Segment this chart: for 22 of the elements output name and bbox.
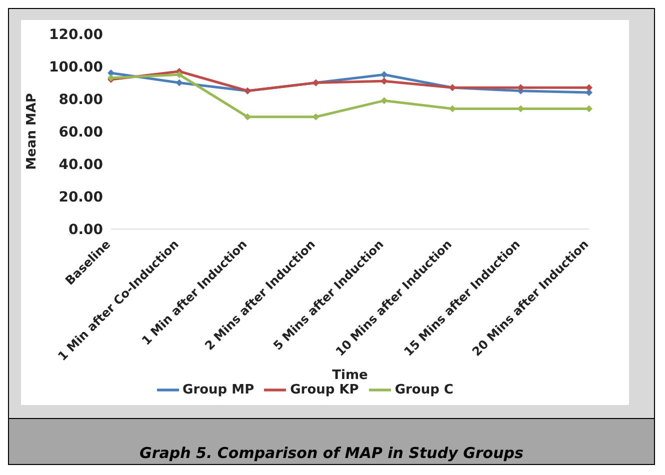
- point: [176, 79, 183, 86]
- point: [312, 113, 320, 120]
- y-tick-label: 120.00: [48, 26, 104, 43]
- point: [380, 71, 388, 78]
- y-tick-label: 60.00: [58, 124, 104, 140]
- point: [380, 78, 388, 85]
- y-tick-label: 0.00: [68, 222, 104, 238]
- y-tick-label: 100.00: [48, 59, 104, 76]
- legend-label: Group KP: [290, 382, 359, 398]
- point: [448, 105, 456, 112]
- legend-label: Group MP: [182, 382, 254, 398]
- y-tick-label: 40.00: [58, 156, 104, 173]
- point: [586, 105, 592, 112]
- point: [586, 84, 592, 92]
- legend-label: Group C: [394, 382, 454, 398]
- point: [380, 97, 388, 104]
- y-tick-label: 80.00: [58, 92, 104, 108]
- caption: Graph 5. Comparison of MAP in Study Groups: [138, 444, 524, 462]
- y-axis-title: Mean MAP: [24, 93, 40, 170]
- point: [517, 84, 524, 92]
- x-axis-title: Time: [332, 368, 368, 383]
- y-tick-label: 20.00: [58, 189, 104, 206]
